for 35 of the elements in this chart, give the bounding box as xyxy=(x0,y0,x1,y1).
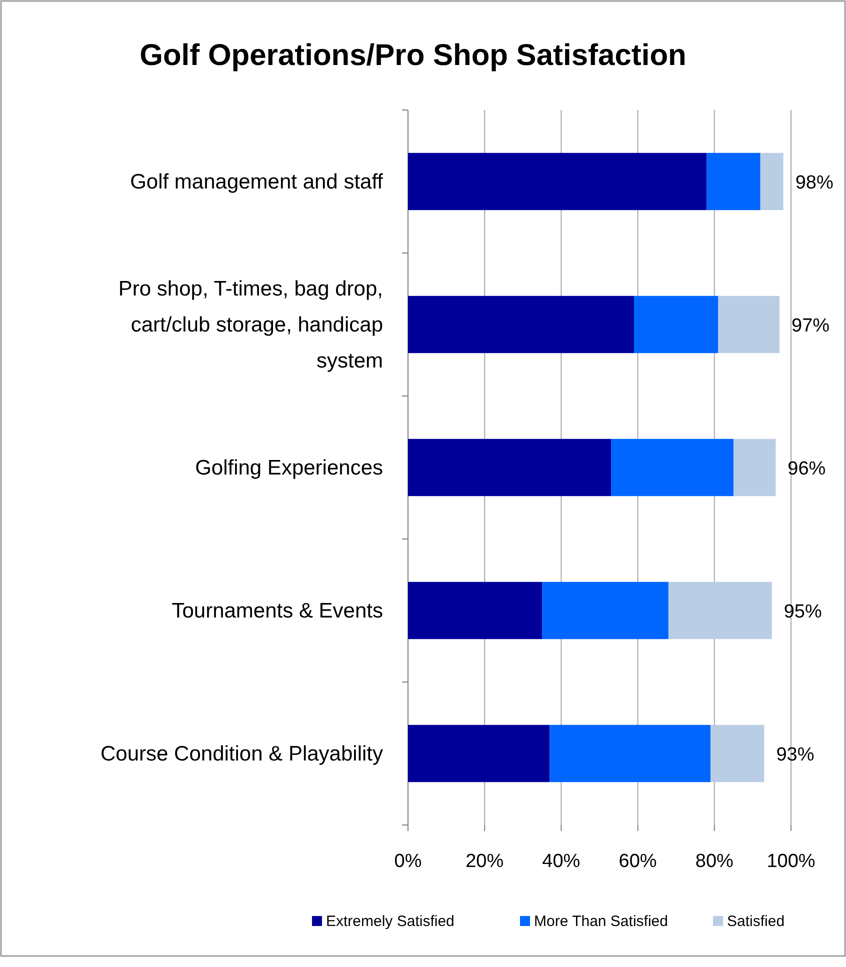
x-tick-label: 80% xyxy=(695,851,734,872)
bar xyxy=(542,582,668,640)
bar xyxy=(718,296,780,354)
x-tick-label: 100% xyxy=(766,851,816,872)
legend-label: Extremely Satisfied xyxy=(326,913,454,930)
total-label: 93% xyxy=(776,744,814,766)
bar xyxy=(668,582,772,640)
y-tick-label: Golf management and staff xyxy=(130,170,384,194)
bar xyxy=(408,724,550,782)
total-label: 98% xyxy=(795,172,834,194)
bar xyxy=(408,438,611,496)
total-label: 97% xyxy=(792,316,830,336)
bar xyxy=(710,724,764,782)
bar xyxy=(610,438,734,496)
y-tick-label: Golfing Experiences xyxy=(195,456,383,480)
bar xyxy=(550,724,711,782)
total-label: 95% xyxy=(784,602,822,622)
chart-title: Golf Operations/Pro Shop Satisfaction xyxy=(140,39,686,72)
bar xyxy=(408,582,542,640)
y-tick-label: Course Condition & Playability xyxy=(100,742,384,766)
bar xyxy=(634,296,718,354)
legend-label: More Than Satisfied xyxy=(534,913,668,930)
y-tick-label: Tournaments & Events xyxy=(172,600,383,622)
y-tick-label: Pro shop, T-times, bag drop, cart/club storage, handicap system xyxy=(118,278,383,372)
bar xyxy=(734,438,776,496)
bar xyxy=(408,296,634,354)
total-label: 96% xyxy=(788,458,826,480)
x-tick-label: 20% xyxy=(466,851,504,872)
x-tick-label: 0% xyxy=(394,851,422,872)
x-tick-label: 60% xyxy=(618,851,657,872)
legend-label: Satisfied xyxy=(727,913,785,930)
x-tick-label: 40% xyxy=(542,851,580,872)
bar xyxy=(706,152,760,210)
bar xyxy=(760,152,784,210)
bar xyxy=(408,152,707,210)
